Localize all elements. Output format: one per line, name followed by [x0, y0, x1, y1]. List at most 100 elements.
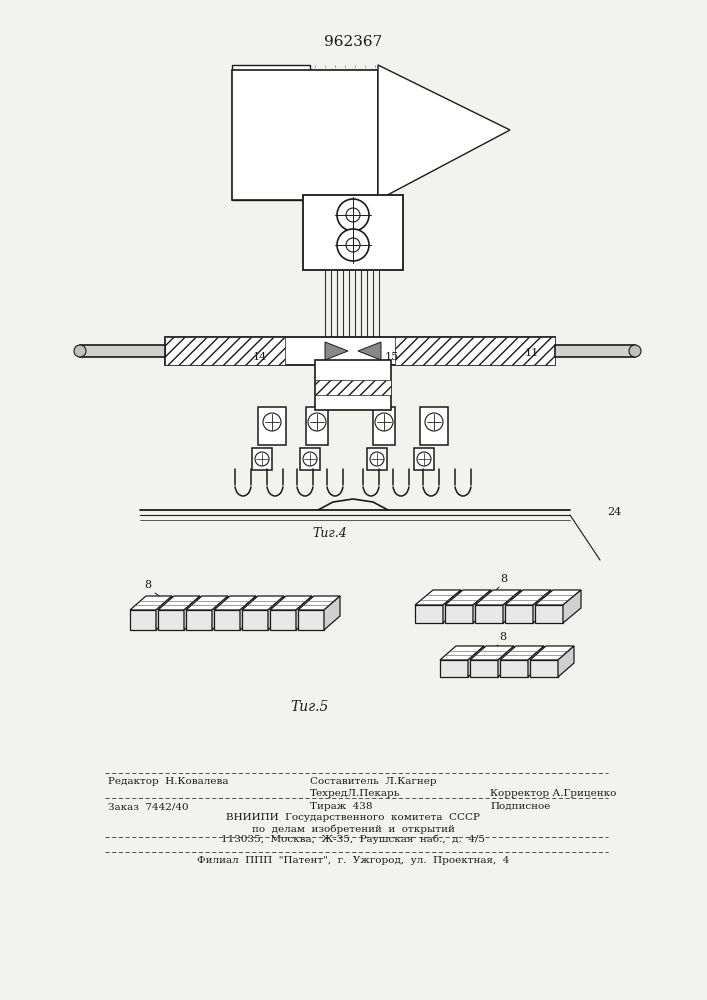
- Bar: [395, 337, 555, 365]
- Circle shape: [417, 452, 431, 466]
- Polygon shape: [468, 646, 484, 677]
- Polygon shape: [500, 646, 544, 660]
- Polygon shape: [498, 646, 514, 677]
- Text: 15: 15: [385, 352, 399, 362]
- Polygon shape: [445, 605, 473, 623]
- Polygon shape: [415, 590, 461, 605]
- Polygon shape: [156, 596, 172, 630]
- Text: Составитель  Л.Кагнер: Составитель Л.Кагнер: [310, 777, 437, 786]
- Polygon shape: [505, 590, 551, 605]
- Polygon shape: [533, 590, 551, 623]
- Polygon shape: [445, 590, 491, 605]
- Text: Филиал  ППП  "Патент",  г.  Ужгород,  ул.  Проектная,  4: Филиал ППП "Патент", г. Ужгород, ул. Про…: [197, 856, 509, 865]
- Polygon shape: [242, 596, 284, 610]
- Polygon shape: [298, 610, 324, 630]
- Polygon shape: [505, 605, 533, 623]
- Text: по  делам  изобретений  и  открытий: по делам изобретений и открытий: [252, 824, 455, 834]
- Text: 8: 8: [144, 580, 151, 590]
- Polygon shape: [214, 596, 256, 610]
- Polygon shape: [270, 610, 296, 630]
- Polygon shape: [130, 610, 156, 630]
- Circle shape: [346, 208, 360, 222]
- Polygon shape: [475, 590, 521, 605]
- Polygon shape: [535, 605, 563, 623]
- Polygon shape: [470, 646, 514, 660]
- Circle shape: [337, 229, 369, 261]
- Text: 8: 8: [499, 632, 506, 642]
- Circle shape: [375, 413, 393, 431]
- Polygon shape: [558, 646, 574, 677]
- Bar: [414, 448, 434, 470]
- Text: 962367: 962367: [324, 35, 382, 49]
- Text: 14: 14: [252, 352, 267, 362]
- Polygon shape: [214, 610, 240, 630]
- Polygon shape: [212, 596, 228, 630]
- Polygon shape: [415, 605, 443, 623]
- Circle shape: [74, 345, 86, 357]
- Polygon shape: [530, 660, 558, 677]
- Circle shape: [337, 199, 369, 231]
- Circle shape: [629, 345, 641, 357]
- Polygon shape: [473, 590, 491, 623]
- Circle shape: [308, 413, 326, 431]
- Polygon shape: [503, 590, 521, 623]
- Bar: [165, 337, 285, 365]
- Polygon shape: [158, 610, 184, 630]
- Polygon shape: [563, 590, 581, 623]
- Bar: [367, 448, 387, 470]
- Bar: [258, 407, 286, 445]
- Bar: [80, 345, 165, 357]
- Polygon shape: [324, 596, 340, 630]
- Bar: [315, 360, 391, 410]
- Text: Тираж  438: Тираж 438: [310, 802, 373, 811]
- Text: Подписное: Подписное: [490, 802, 550, 811]
- Bar: [165, 337, 555, 365]
- Circle shape: [303, 452, 317, 466]
- Polygon shape: [186, 610, 212, 630]
- Text: 24: 24: [607, 507, 621, 517]
- Polygon shape: [530, 646, 574, 660]
- Polygon shape: [158, 596, 200, 610]
- Text: ТехредЛ.Пекарь: ТехредЛ.Пекарь: [310, 789, 400, 798]
- Text: Τиг.4: Τиг.4: [312, 527, 347, 540]
- Polygon shape: [186, 596, 228, 610]
- Polygon shape: [443, 590, 461, 623]
- Text: Заказ  7442/40: Заказ 7442/40: [108, 802, 189, 811]
- Bar: [373, 407, 395, 445]
- Text: Редактор  Н.Ковалева: Редактор Н.Ковалева: [108, 777, 228, 786]
- Text: Корректор А.Гриценко: Корректор А.Гриценко: [490, 789, 617, 798]
- Polygon shape: [378, 65, 510, 200]
- Bar: [315, 380, 391, 395]
- Polygon shape: [440, 646, 484, 660]
- Circle shape: [255, 452, 269, 466]
- Bar: [252, 448, 272, 470]
- Circle shape: [346, 238, 360, 252]
- Bar: [232, 70, 378, 200]
- Polygon shape: [232, 65, 310, 200]
- Bar: [555, 345, 635, 357]
- Polygon shape: [130, 596, 172, 610]
- Bar: [300, 448, 320, 470]
- Polygon shape: [268, 596, 284, 630]
- Polygon shape: [475, 605, 503, 623]
- Bar: [420, 407, 448, 445]
- Text: Τиг.5: Τиг.5: [291, 700, 329, 714]
- Text: 11: 11: [525, 348, 539, 358]
- Polygon shape: [528, 646, 544, 677]
- Circle shape: [425, 413, 443, 431]
- Polygon shape: [242, 610, 268, 630]
- Circle shape: [370, 452, 384, 466]
- Polygon shape: [470, 660, 498, 677]
- Polygon shape: [296, 596, 312, 630]
- Bar: [303, 195, 403, 270]
- Polygon shape: [298, 596, 340, 610]
- Polygon shape: [270, 596, 312, 610]
- Polygon shape: [240, 596, 256, 630]
- Polygon shape: [184, 596, 200, 630]
- Circle shape: [263, 413, 281, 431]
- Text: ВНИИПИ  Государственного  комитета  СССР: ВНИИПИ Государственного комитета СССР: [226, 813, 480, 822]
- Polygon shape: [500, 660, 528, 677]
- Polygon shape: [440, 660, 468, 677]
- Polygon shape: [358, 342, 381, 360]
- Text: 113035,  Москва,  Ж-35,  Раушская  наб.,  д.  4/5: 113035, Москва, Ж-35, Раушская наб., д. …: [221, 835, 485, 844]
